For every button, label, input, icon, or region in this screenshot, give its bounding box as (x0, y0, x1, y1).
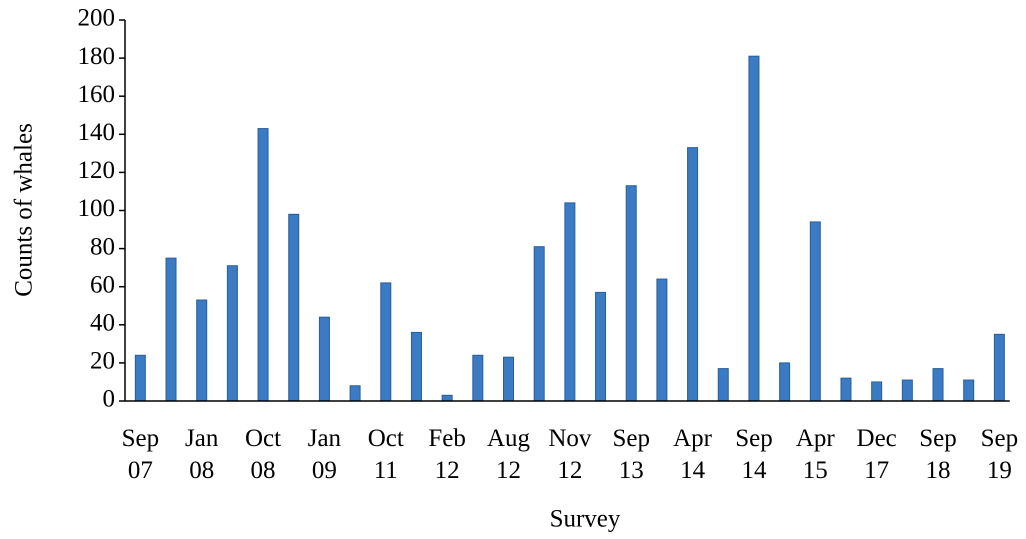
bar (257, 128, 269, 402)
bar (134, 354, 146, 402)
bar (380, 282, 392, 402)
y-tick-label: 80 (90, 233, 115, 260)
bar (318, 316, 330, 402)
y-axis-title: Counts of whales (11, 123, 38, 297)
y-tick-label: 20 (90, 348, 115, 375)
x-tick-label: Jan 09 (307, 425, 342, 484)
x-axis-title: Survey (550, 506, 621, 533)
y-tick-label: 100 (78, 195, 116, 222)
y-tick-label: 140 (78, 119, 116, 146)
bar (226, 265, 238, 402)
bar (349, 385, 361, 402)
bar (932, 368, 944, 402)
y-tick-label: 120 (78, 157, 116, 184)
bar (165, 257, 177, 402)
x-tick-label: Jan 08 (185, 425, 219, 484)
bar (687, 147, 699, 402)
bar (809, 221, 821, 402)
bar (441, 394, 453, 402)
bar (625, 185, 637, 402)
bar (472, 354, 484, 402)
bar (288, 213, 300, 402)
bar (533, 246, 545, 402)
bar (410, 331, 422, 402)
bar (717, 368, 729, 402)
bar (564, 202, 576, 402)
bar (748, 55, 760, 402)
y-tick-label: 160 (78, 81, 116, 108)
bar (196, 299, 208, 402)
x-tick-label: Aug 12 (486, 425, 531, 484)
x-tick-label: Sep 14 (735, 425, 773, 484)
x-tick-label: Sep 13 (612, 425, 650, 484)
bar (656, 278, 668, 402)
bar (993, 333, 1005, 402)
x-tick-label: Nov 12 (548, 425, 592, 484)
y-tick-label: 180 (78, 43, 116, 70)
x-tick-label: Sep 07 (121, 425, 160, 484)
y-tick-label: 200 (78, 5, 116, 32)
bar (871, 381, 883, 402)
bar (901, 379, 913, 402)
y-tick-label: 60 (90, 271, 115, 298)
x-tick-label: Apr 15 (795, 425, 835, 484)
bar (595, 291, 607, 402)
y-tick-label: 0 (103, 386, 116, 413)
y-tick-label: 40 (90, 310, 115, 337)
bar (503, 356, 514, 402)
x-tick-label: Oct 08 (244, 425, 282, 484)
bar (963, 379, 975, 402)
x-tick-label: Sep 19 (980, 425, 1019, 484)
bar (779, 362, 791, 402)
bar (840, 377, 852, 402)
x-tick-label: Feb 12 (428, 425, 466, 484)
x-tick-label: Oct 11 (367, 425, 404, 484)
x-tick-label: Dec 17 (856, 425, 897, 484)
x-tick-label: Apr 14 (673, 425, 713, 484)
x-tick-label: Sep 18 (919, 425, 957, 484)
